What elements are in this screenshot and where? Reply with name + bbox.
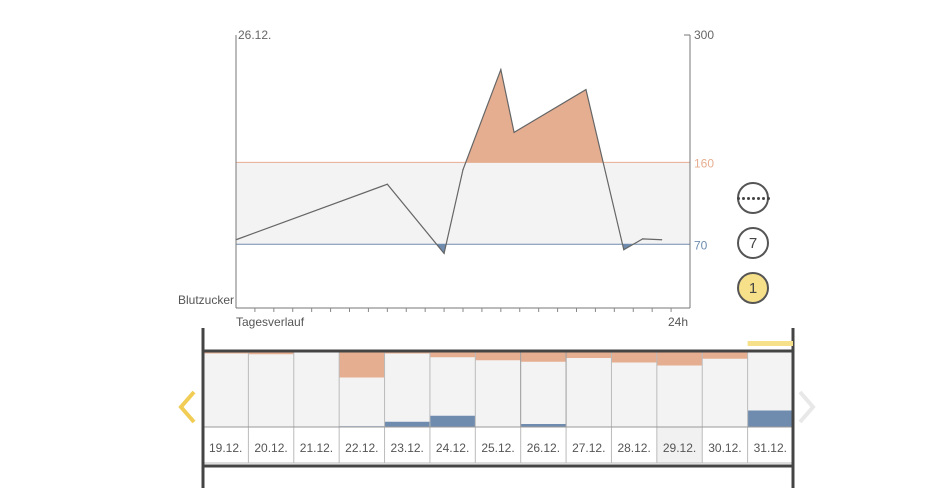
high-share-bar (702, 352, 748, 359)
day-label: 29.12. (663, 441, 696, 455)
seven-day-label: 7 (748, 234, 758, 252)
y-max-label: 300 (694, 28, 714, 42)
high-share-bar (429, 352, 476, 358)
next-days-button[interactable] (796, 388, 818, 433)
dotted-line-icon (736, 196, 770, 200)
glucose-data-point (462, 169, 464, 171)
day-label: 31.12. (754, 441, 787, 455)
x-axis-end-label: 24h (668, 315, 688, 329)
chevron-right-icon (798, 390, 816, 424)
x-axis-title: Tagesverlauf (236, 315, 305, 329)
day-label: 26.12. (527, 441, 560, 455)
high-share-bar (611, 352, 657, 363)
target-range-band (236, 162, 690, 245)
current-day-indicator (747, 341, 793, 346)
high-share-bar (520, 352, 567, 362)
glucose-series-line (235, 67, 662, 255)
bars-background (203, 352, 793, 427)
dotted-view-button[interactable] (736, 182, 770, 214)
day-label: 24.12. (436, 441, 469, 455)
high-share-bar (384, 352, 430, 354)
glucose-data-point (443, 252, 445, 254)
day-label: 27.12. (572, 441, 605, 455)
daily-range-bar-chart: 19.12. 20.12. 21.12. 22.12. 23.12. 24.12. 25.1… (201, 328, 795, 488)
glucose-data-point (513, 131, 515, 133)
day-label: 30.12. (708, 441, 741, 455)
highlighted-day-cell (656, 427, 703, 463)
upper-threshold-label: 160 (694, 156, 714, 170)
high-glucose-area (236, 69, 662, 163)
lower-threshold-label: 70 (694, 238, 708, 252)
day-label: 25.12. (481, 441, 514, 455)
low-share-bar (747, 410, 793, 427)
low-share-bar (520, 424, 567, 427)
day-label: 19.12. (209, 441, 242, 455)
glucose-data-point (585, 89, 587, 91)
glucose-data-point (500, 68, 502, 71)
high-share-bar (566, 352, 612, 358)
date-label: 26.12. (238, 28, 271, 42)
day-label: 22.12. (345, 441, 378, 455)
day-label: 21.12. (300, 441, 333, 455)
glucose-data-point (661, 239, 663, 241)
high-share-bar (203, 352, 249, 354)
day-label: 28.12. (617, 441, 650, 455)
high-share-bar (656, 352, 703, 366)
one-day-label: 1 (748, 279, 758, 297)
high-share-bar (248, 352, 294, 355)
day-label: 23.12. (391, 441, 424, 455)
previous-days-button[interactable] (176, 388, 198, 433)
low-share-bar (384, 421, 430, 427)
high-share-bar (339, 352, 385, 378)
high-share-bar (475, 352, 521, 361)
seven-day-view-button[interactable]: 7 (737, 227, 769, 259)
chevron-left-icon (178, 390, 196, 424)
glucose-data-point (642, 238, 644, 240)
one-day-view-button[interactable]: 1 (737, 272, 769, 304)
glucose-data-point (623, 249, 625, 251)
y-axis-title: Blutzucker (178, 293, 234, 307)
low-share-bar (429, 415, 476, 427)
day-label: 20.12. (254, 441, 287, 455)
glucose-data-point (386, 183, 388, 185)
